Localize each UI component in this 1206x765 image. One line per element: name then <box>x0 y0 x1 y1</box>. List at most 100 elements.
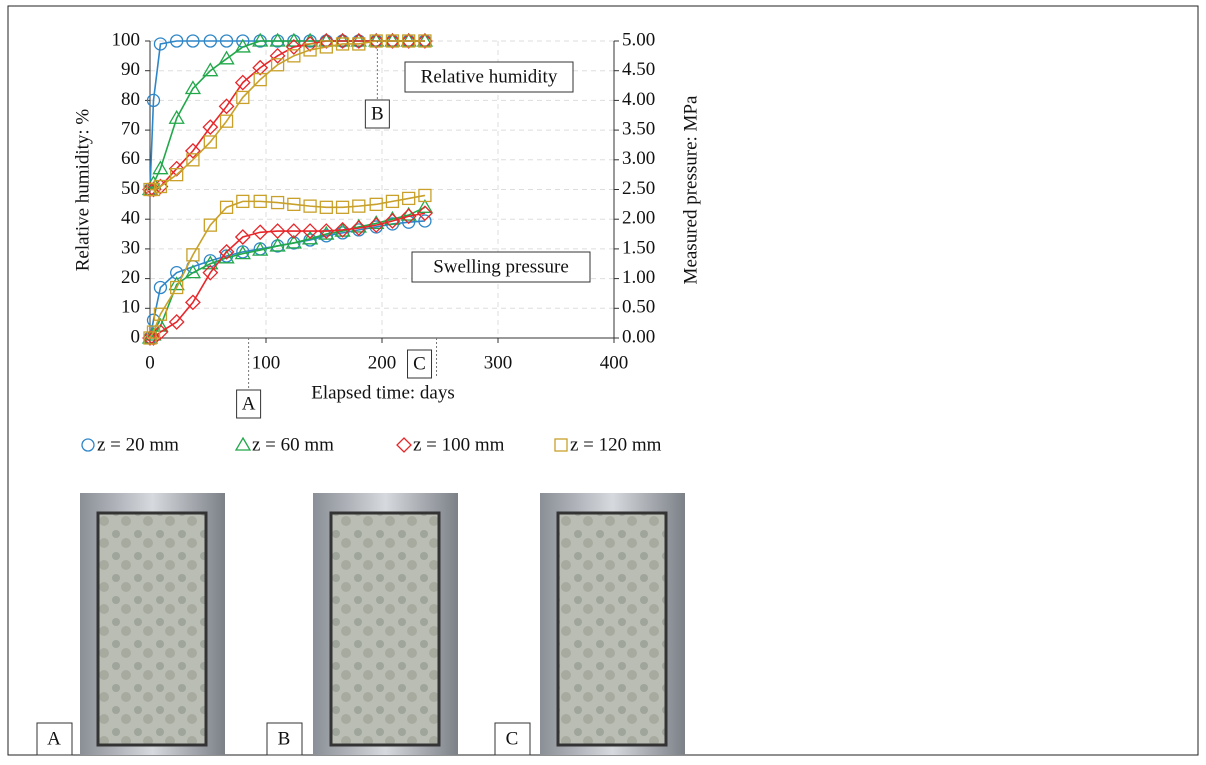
marker <box>269 47 286 64</box>
y2-tick-label: 0.00 <box>622 326 655 347</box>
marker <box>416 199 434 213</box>
y2-tick-label: 2.50 <box>622 178 655 199</box>
photo <box>80 493 685 755</box>
marker <box>350 33 367 49</box>
marker <box>168 314 185 330</box>
marker <box>218 50 235 65</box>
y2-tick-label: 3.00 <box>622 148 655 169</box>
marker <box>203 34 217 48</box>
series-line <box>149 220 425 339</box>
marker <box>185 142 201 159</box>
y2-tick-label: 4.50 <box>622 59 655 80</box>
photo-label-box <box>36 722 73 756</box>
marker <box>252 241 269 256</box>
marker <box>234 436 252 451</box>
legend-label: z = 100 mm <box>413 434 505 455</box>
marker <box>142 330 158 346</box>
annotation-box <box>407 349 433 379</box>
y-tick-label: 50 <box>121 178 140 199</box>
annotation: C <box>413 353 426 374</box>
marker <box>145 330 162 346</box>
marker <box>418 214 432 228</box>
marker <box>384 33 401 49</box>
marker <box>234 229 251 245</box>
annotation-box <box>364 99 390 129</box>
marker <box>302 36 318 52</box>
marker <box>350 218 367 233</box>
marker <box>334 33 351 49</box>
marker <box>352 37 366 51</box>
marker <box>369 34 383 48</box>
marker <box>350 32 367 47</box>
y2-axis-label: Measured pressure: MPa <box>680 95 701 284</box>
marker <box>301 230 319 245</box>
marker <box>186 34 200 48</box>
marker <box>350 220 367 237</box>
marker <box>418 188 432 203</box>
marker <box>302 223 318 239</box>
marker <box>270 195 285 210</box>
marker <box>219 200 234 214</box>
y-tick-label: 80 <box>121 89 140 110</box>
x-tick-label: 400 <box>600 352 629 373</box>
marker <box>186 153 200 167</box>
annotation-box <box>236 389 262 419</box>
marker <box>352 199 366 213</box>
x-axis-label: Elapsed time: days <box>311 382 455 403</box>
marker <box>203 218 217 232</box>
annotation: B <box>371 103 384 124</box>
marker <box>396 437 412 453</box>
marker <box>335 200 350 214</box>
marker <box>368 217 385 234</box>
marker <box>385 194 400 209</box>
legend-label: z = 60 mm <box>252 434 334 455</box>
annotation: A <box>242 393 256 414</box>
marker <box>252 224 269 241</box>
marker <box>319 40 333 54</box>
marker <box>318 225 335 240</box>
marker <box>368 32 385 47</box>
marker <box>303 43 317 57</box>
marker <box>218 243 235 260</box>
marker <box>170 280 184 295</box>
annotation: Swelling pressure <box>433 256 569 277</box>
marker <box>269 223 286 239</box>
annotation-box <box>411 251 591 283</box>
marker <box>368 33 385 49</box>
photo-label-box <box>266 722 303 756</box>
series-line <box>149 206 426 339</box>
marker <box>285 234 302 249</box>
marker <box>184 264 202 279</box>
marker <box>153 307 168 321</box>
y-tick-label: 90 <box>121 59 140 80</box>
marker <box>269 32 286 47</box>
marker <box>402 191 416 206</box>
y-tick-label: 40 <box>121 208 140 229</box>
marker <box>185 294 201 311</box>
marker <box>400 208 417 225</box>
marker <box>416 32 434 47</box>
marker <box>400 33 417 49</box>
series-line <box>150 40 425 191</box>
marker <box>81 438 95 452</box>
marker <box>335 37 350 51</box>
marker <box>253 72 267 87</box>
marker <box>287 49 301 63</box>
y2-tick-label: 0.50 <box>622 297 655 318</box>
marker <box>234 74 251 91</box>
marker <box>252 32 269 47</box>
marker <box>334 32 351 47</box>
marker <box>170 34 184 48</box>
y2-tick-label: 5.00 <box>622 29 655 50</box>
marker <box>418 34 432 48</box>
y-tick-label: 60 <box>121 148 140 169</box>
marker <box>168 109 185 124</box>
marker <box>186 248 200 262</box>
y2-tick-label: 3.50 <box>622 118 655 139</box>
marker <box>318 223 335 239</box>
y-tick-label: 0 <box>131 326 141 347</box>
y-tick-label: 100 <box>112 29 141 50</box>
annotation-box <box>404 61 574 93</box>
marker <box>385 34 400 48</box>
